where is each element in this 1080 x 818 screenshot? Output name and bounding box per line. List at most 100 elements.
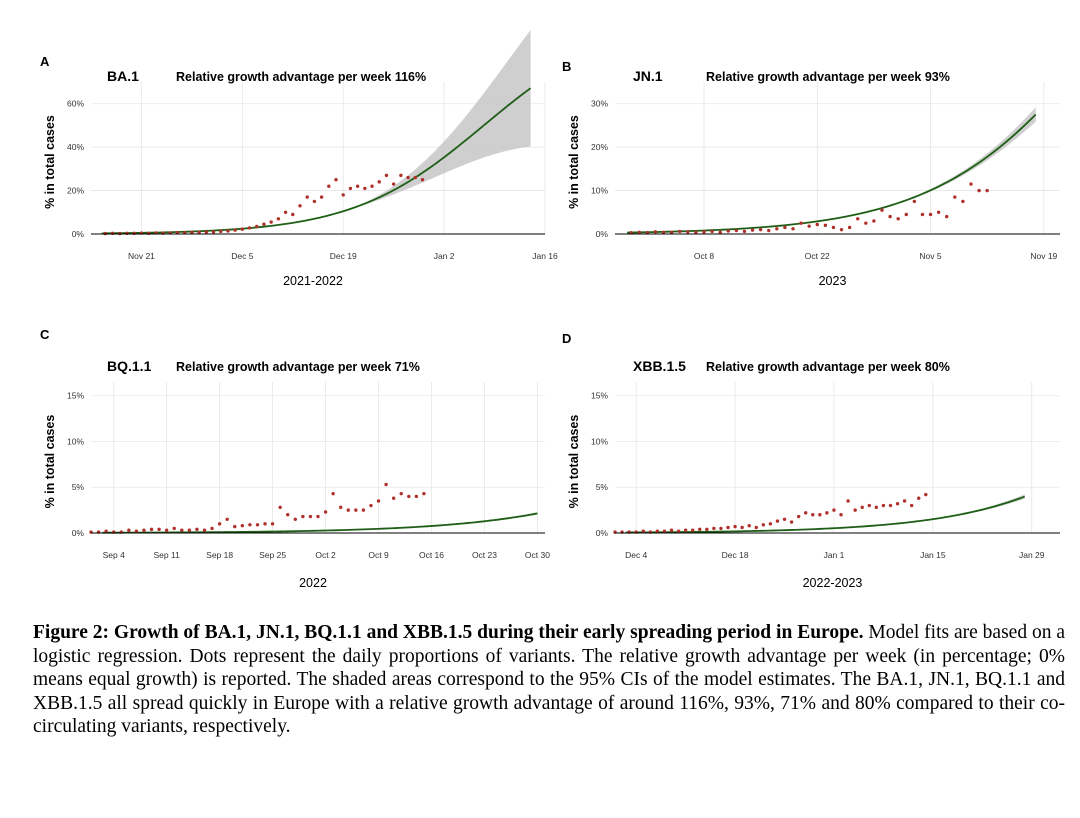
x-axis-label: 2021-2022	[283, 274, 343, 288]
data-point	[406, 175, 410, 180]
data-point	[789, 520, 794, 524]
x-tick-label: Sep 18	[206, 550, 233, 560]
data-point	[902, 499, 907, 503]
fit-line	[101, 87, 532, 235]
chart-title: BA.1	[107, 68, 139, 84]
y-tick-label: 15%	[591, 391, 608, 401]
data-point	[686, 230, 690, 234]
data-point	[283, 210, 288, 214]
x-axis-label: 2022	[299, 576, 327, 590]
data-point	[846, 499, 850, 503]
data-point	[301, 514, 305, 519]
data-point	[187, 528, 192, 532]
data-point	[874, 505, 879, 510]
data-point	[219, 229, 223, 234]
data-point	[839, 512, 843, 517]
data-point	[377, 180, 381, 184]
fit-line	[102, 512, 538, 534]
figure-caption: Figure 2: Growth of BA.1, JN.1, BQ.1.1 a…	[33, 621, 1065, 739]
y-tick-label: 0%	[72, 528, 85, 538]
data-point	[149, 527, 154, 532]
data-point	[190, 230, 194, 235]
data-point	[146, 231, 151, 236]
x-axis-label: 2022-2023	[803, 576, 863, 590]
data-point	[690, 528, 695, 532]
data-point	[920, 212, 925, 217]
data-point	[233, 524, 237, 529]
data-point	[811, 512, 815, 517]
data-point	[804, 511, 808, 515]
chart-title: XBB.1.5	[633, 358, 686, 374]
y-tick-label: 0%	[596, 528, 609, 538]
data-point	[312, 199, 317, 204]
y-tick-label: 0%	[596, 229, 609, 239]
data-point	[391, 496, 396, 500]
y-tick-label: 20%	[67, 186, 84, 196]
data-point	[637, 230, 641, 234]
data-point	[832, 508, 836, 512]
data-point	[384, 482, 388, 487]
y-tick-label: 10%	[591, 186, 608, 196]
data-point	[376, 499, 381, 503]
data-point	[888, 503, 893, 508]
caption-title: Figure 2: Growth of BA.1, JN.1, BQ.1.1 a…	[33, 622, 864, 643]
data-point	[305, 195, 309, 199]
data-point	[896, 217, 900, 221]
data-point	[202, 528, 207, 532]
data-point	[276, 217, 281, 221]
chart-title: BQ.1.1	[107, 358, 152, 374]
data-point	[702, 230, 706, 234]
data-point	[361, 508, 366, 512]
y-tick-label: 0%	[72, 229, 85, 239]
data-point	[782, 517, 787, 521]
x-tick-label: Dec 18	[722, 550, 749, 560]
data-point	[370, 184, 374, 188]
data-point	[783, 225, 787, 230]
data-point	[334, 178, 338, 182]
data-point	[698, 527, 702, 532]
data-point	[255, 224, 259, 229]
data-point	[420, 178, 425, 182]
x-tick-label: Jan 1	[824, 550, 845, 560]
data-point	[233, 228, 237, 232]
panel-b: Oct 8 Oct 22 Nov 5 Nov 19 0% 10% 20% 30% B JN.1 Re…	[562, 59, 1060, 288]
data-point	[354, 508, 358, 512]
data-point	[676, 529, 681, 533]
x-tick-label: Dec 19	[330, 251, 357, 261]
data-point	[734, 228, 739, 233]
y-tick-label: 5%	[596, 482, 609, 492]
data-point	[775, 227, 779, 231]
data-point	[796, 514, 801, 519]
x-tick-label: Oct 2	[315, 550, 336, 560]
data-point	[881, 503, 886, 508]
data-point	[142, 528, 146, 532]
data-point	[655, 529, 660, 533]
y-tick-label: 40%	[67, 142, 84, 152]
data-point	[180, 528, 184, 532]
panel-d: Dec 4 Dec 18 Jan 1 Jan 15 Jan 29 0% 5% 10% 15% D X…	[562, 331, 1060, 590]
y-tick-label: 20%	[591, 142, 608, 152]
data-point	[953, 195, 957, 199]
data-point	[399, 491, 403, 496]
data-point	[742, 229, 747, 234]
x-tick-label: Oct 16	[419, 550, 444, 560]
data-point	[904, 212, 908, 217]
data-point	[278, 505, 282, 510]
data-point	[341, 193, 345, 197]
data-point	[661, 230, 666, 234]
data-point	[839, 227, 844, 232]
data-point	[909, 503, 914, 508]
data-point	[712, 526, 716, 531]
x-tick-label: Oct 22	[805, 251, 830, 261]
x-tick-label: Jan 15	[920, 550, 946, 560]
x-tick-label: Oct 9	[368, 550, 389, 560]
data-point	[669, 230, 674, 234]
data-point	[293, 517, 297, 521]
data-point	[413, 175, 417, 180]
data-point	[240, 523, 245, 528]
data-point	[263, 522, 267, 526]
data-point	[733, 524, 737, 529]
x-tick-label: Jan 16	[532, 251, 558, 261]
data-point	[211, 230, 216, 234]
figure-panels: Nov 21 Dec 5 Dec 19 Jan 2 Jan 16 0% 20% 40% 60% A…	[40, 29, 1060, 590]
